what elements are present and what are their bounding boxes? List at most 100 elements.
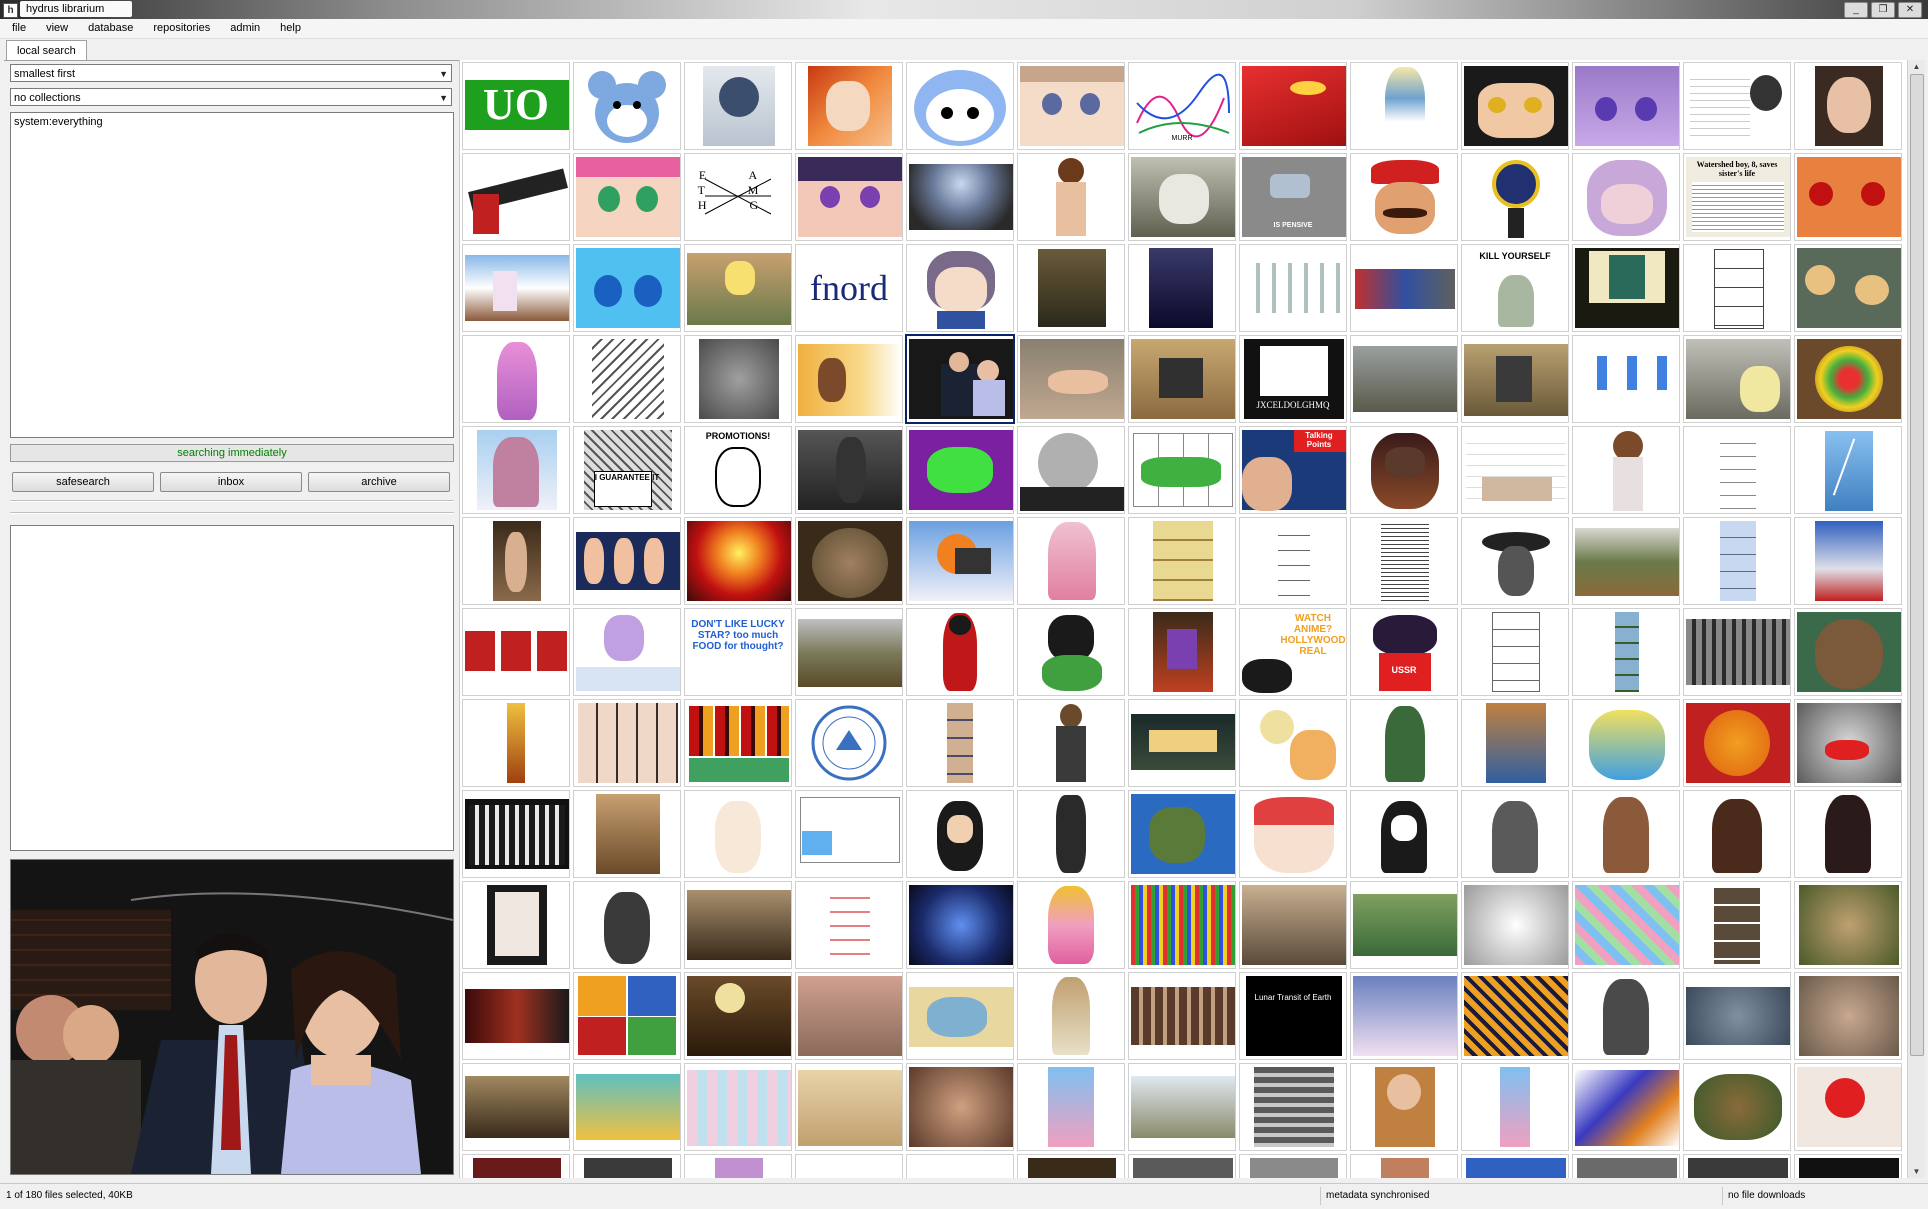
thumbnail[interactable] [1794,608,1902,696]
thumbnail[interactable] [1239,244,1347,332]
thumbnail[interactable] [795,881,903,969]
thumbnail[interactable] [1794,153,1902,241]
thumbnail[interactable] [795,517,903,605]
thumbnail[interactable] [1461,517,1569,605]
thumbnail[interactable] [1683,335,1791,423]
thumbnail[interactable] [573,699,681,787]
thumbnail[interactable] [1239,1063,1347,1151]
thumbnail[interactable] [1350,426,1458,514]
thumbnail[interactable] [573,62,681,150]
thumbnail[interactable] [1350,1154,1458,1178]
thumbnail[interactable]: Watershed boy, 8, saves sister's life [1683,153,1791,241]
thumbnail[interactable] [1350,62,1458,150]
thumbnail[interactable]: UO [462,62,570,150]
scrollbar-thumb[interactable] [1910,74,1924,1056]
maximize-button[interactable]: ❐ [1871,2,1895,18]
thumbnail[interactable] [1794,335,1902,423]
thumbnail-selected[interactable] [905,334,1015,424]
thumbnail[interactable] [684,790,792,878]
thumbnail[interactable] [1128,335,1236,423]
thumbnail[interactable]: Talking Points [1239,426,1347,514]
thumbnail[interactable] [1794,699,1902,787]
thumbnail[interactable] [795,1154,903,1178]
thumbnail[interactable] [1350,1063,1458,1151]
media-preview[interactable] [10,859,454,1175]
thumbnail[interactable] [1794,881,1902,969]
thumbnail[interactable] [1017,244,1125,332]
thumbnail[interactable] [1683,1154,1791,1178]
thumbnail[interactable] [795,699,903,787]
safesearch-button[interactable]: safesearch [12,472,154,492]
thumbnail[interactable] [1350,790,1458,878]
thumbnail[interactable] [906,881,1014,969]
thumbnail[interactable] [795,1063,903,1151]
thumbnail[interactable]: E A T M H G [684,153,792,241]
thumbnail[interactable] [1128,1063,1236,1151]
thumbnail[interactable] [1461,790,1569,878]
thumbnail[interactable] [1128,244,1236,332]
thumbnail[interactable] [1017,608,1125,696]
thumbnail[interactable] [906,608,1014,696]
thumbnail[interactable] [573,335,681,423]
thumbnail[interactable] [462,335,570,423]
scroll-up-icon[interactable]: ▲ [1912,62,1921,71]
minimize-button[interactable]: _ [1844,2,1868,18]
thumbnail[interactable] [1461,153,1569,241]
thumbnail[interactable] [906,1154,1014,1178]
thumbnail[interactable] [1572,699,1680,787]
thumbnail[interactable] [1017,153,1125,241]
thumbnail[interactable] [795,790,903,878]
thumbnail[interactable] [1572,1063,1680,1151]
thumbnail[interactable] [1794,1154,1902,1178]
thumbnail[interactable] [684,517,792,605]
thumbnail[interactable] [1461,699,1569,787]
thumbnail[interactable] [1350,153,1458,241]
thumbnail[interactable] [1128,972,1236,1060]
thumbnail[interactable] [1683,426,1791,514]
thumbnail[interactable] [795,972,903,1060]
thumbnail[interactable] [1461,426,1569,514]
thumbnail[interactable] [1794,517,1902,605]
thumbnail[interactable] [1461,608,1569,696]
thumbnail[interactable] [1128,153,1236,241]
menu-file[interactable]: file [12,22,27,34]
thumbnail[interactable] [1794,1063,1902,1151]
thumbnail[interactable] [573,517,681,605]
menu-repositories[interactable]: repositories [153,22,211,34]
thumbnail[interactable]: MURR [1128,62,1236,150]
thumbnail[interactable] [1683,608,1791,696]
thumbnail[interactable] [906,790,1014,878]
thumbnail[interactable] [573,972,681,1060]
thumbnail[interactable] [1350,972,1458,1060]
thumbnail[interactable] [1683,1063,1791,1151]
thumbnail[interactable] [795,153,903,241]
thumbnail[interactable] [684,62,792,150]
thumbnail[interactable] [462,1154,570,1178]
thumbnail[interactable] [1683,517,1791,605]
thumbnail[interactable] [1572,62,1680,150]
thumbnail[interactable] [1350,244,1458,332]
thumbnail[interactable] [1017,62,1125,150]
thumbnail[interactable] [573,244,681,332]
menu-admin[interactable]: admin [230,22,261,34]
thumbnail[interactable] [684,699,792,787]
thumbnail[interactable] [906,244,1014,332]
thumbnail[interactable] [1239,1154,1347,1178]
thumbnail[interactable] [1572,517,1680,605]
inbox-button[interactable]: inbox [160,472,302,492]
close-button[interactable]: ✕ [1898,2,1922,18]
thumbnail[interactable] [1239,699,1347,787]
thumbnail[interactable] [906,153,1014,241]
thumbnail[interactable] [1017,1063,1125,1151]
thumbnail[interactable] [684,335,792,423]
thumbnail[interactable] [573,790,681,878]
thumbnail[interactable] [1461,972,1569,1060]
thumbnail[interactable] [795,608,903,696]
vertical-scrollbar[interactable]: ▲ ▼ [1907,60,1925,1178]
thumbnail[interactable] [573,608,681,696]
thumbnail[interactable] [1572,790,1680,878]
thumbnail[interactable]: fnord [795,244,903,332]
thumbnail[interactable] [1683,790,1791,878]
thumbnail[interactable] [1350,517,1458,605]
thumbnail[interactable] [462,608,570,696]
